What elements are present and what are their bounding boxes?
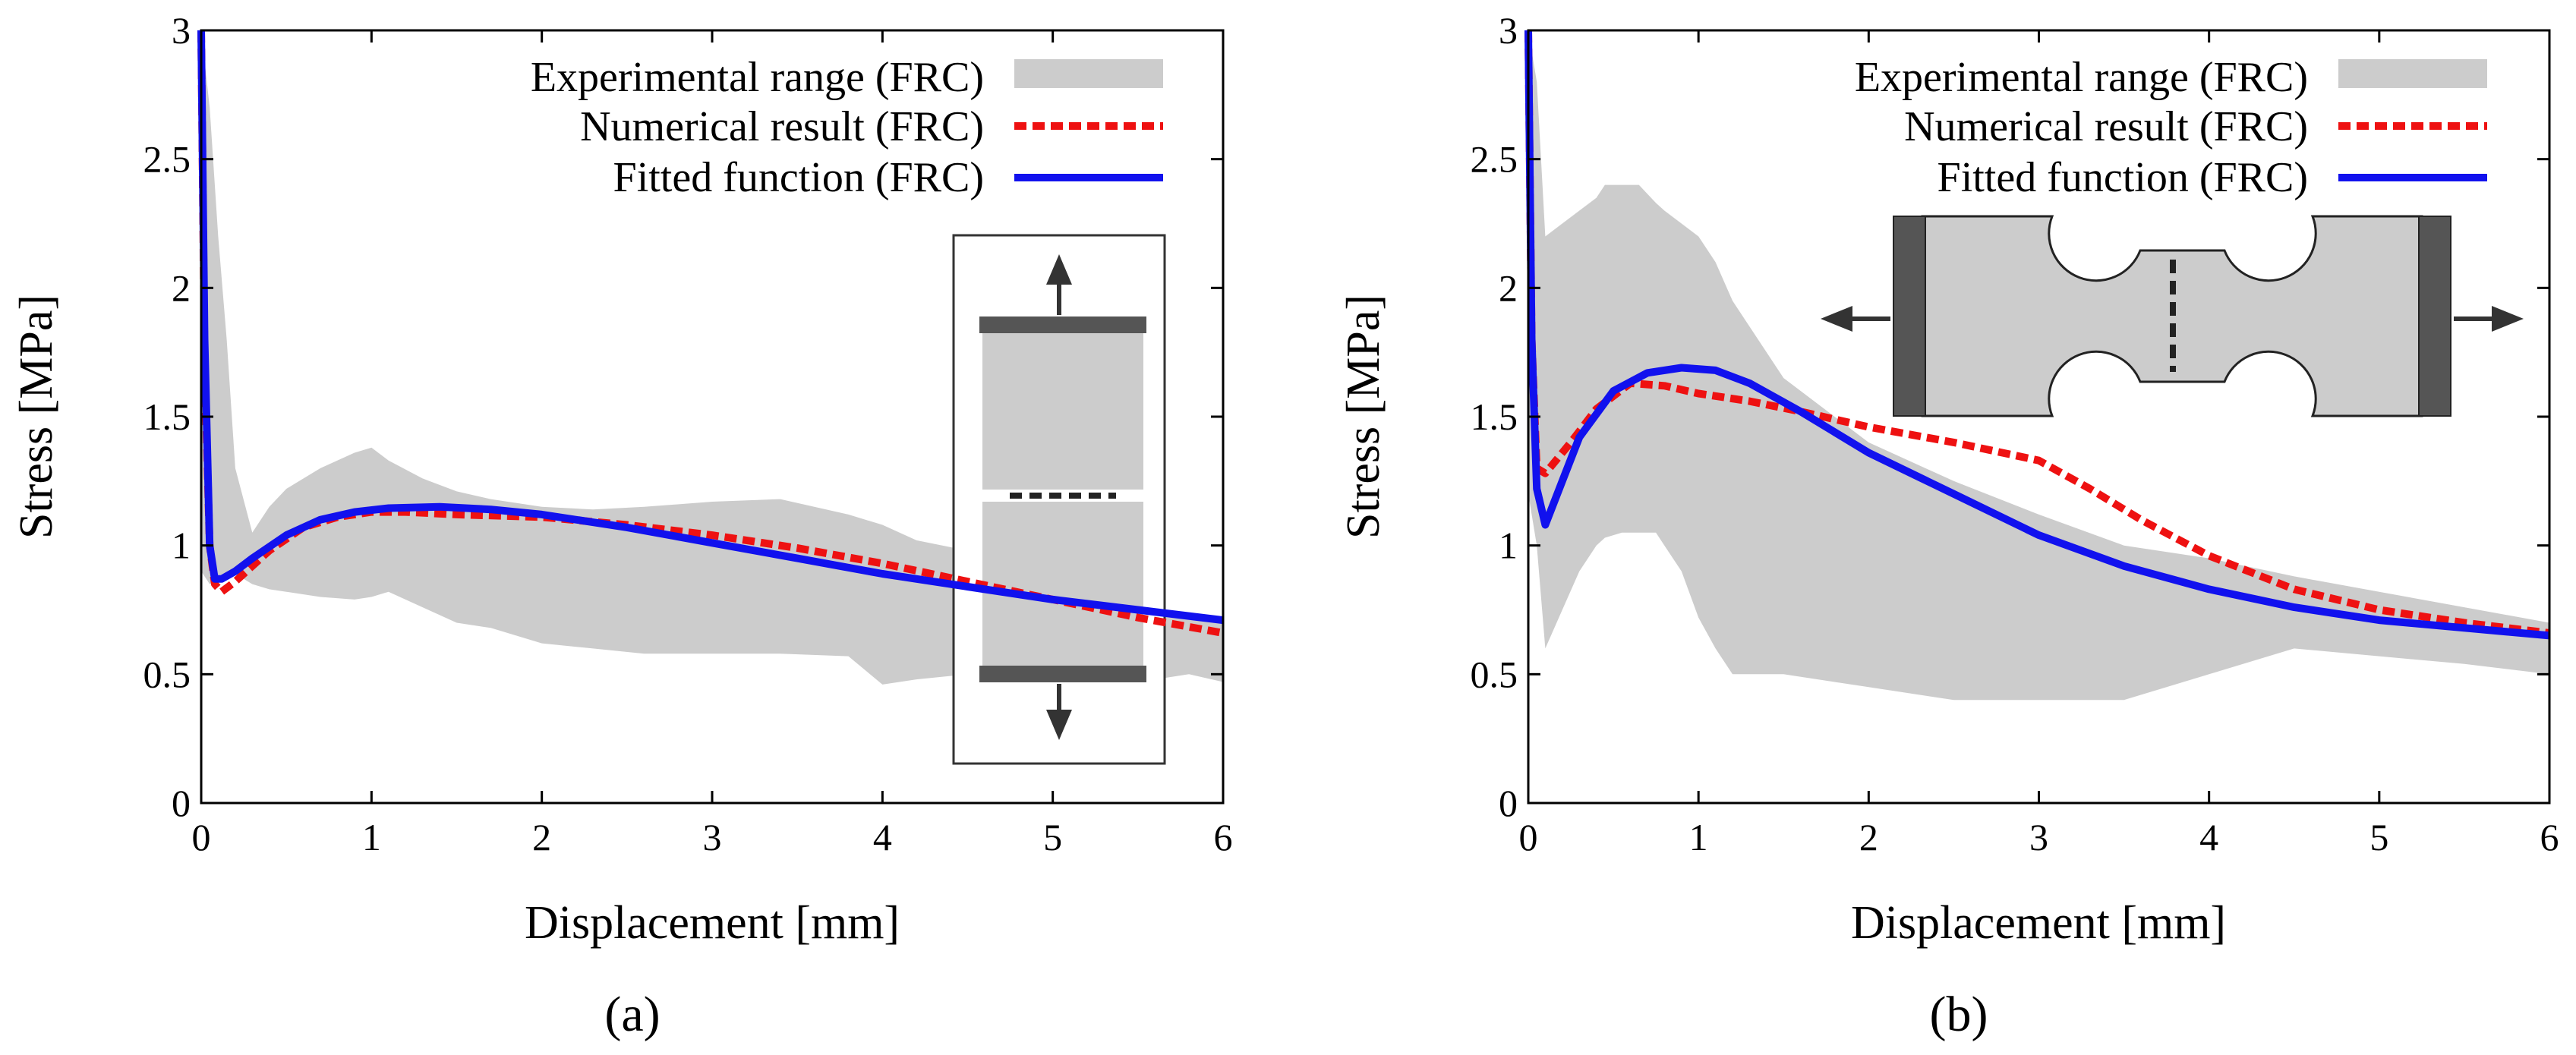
line-layer (197, 30, 1224, 637)
y-tick-label: 0 (172, 782, 191, 824)
specimen-left-grip (1893, 216, 1926, 417)
x-tick-label: 5 (2369, 816, 2388, 858)
y-tick-label: 1.5 (1471, 395, 1518, 438)
y-axis-label: Stress [MPa] (11, 294, 62, 539)
series-line-fitted (1524, 30, 2550, 640)
legend-label-experimental: Experimental range (FRC) (531, 54, 984, 101)
legend-swatch-experimental (1014, 59, 1163, 88)
x-tick-label: 0 (192, 816, 211, 858)
x-axis-label: Displacement [mm] (525, 897, 900, 949)
tick-layer: 0 1 2 3 4 5 6 0 0.5 1 1.5 2 2.5 3 (1471, 9, 2559, 858)
specimen-top-block (982, 333, 1143, 490)
chart-panel-b: 0 1 2 3 4 5 6 0 0.5 1 1.5 2 2.5 3 Displacement [mm] S… (1338, 9, 2559, 1042)
line-layer (1524, 30, 2550, 640)
series-line-numerical (1524, 30, 2550, 637)
x-tick-label: 6 (2540, 816, 2559, 858)
series-line-fitted (197, 30, 1224, 625)
chart-panel-a: 0 1 2 3 4 5 6 0 0.5 1 1.5 2 2.5 3 Displacement [mm] S… (11, 9, 1233, 1042)
specimen-top-plate (979, 316, 1146, 333)
specimen-inset-b (1821, 215, 2524, 417)
x-tick-label: 2 (532, 816, 551, 858)
legend-swatch-experimental (2338, 59, 2487, 88)
series-band-experimental (1528, 30, 2549, 701)
legend-label-numerical: Numerical result (FRC) (1904, 103, 2308, 150)
legend: Experimental range (FRC) Numerical resul… (1855, 54, 2487, 201)
x-tick-label: 3 (703, 816, 722, 858)
y-tick-label: 0.5 (143, 653, 191, 695)
band-layer (1528, 30, 2549, 701)
y-tick-label: 0 (1499, 782, 1518, 824)
legend: Experimental range (FRC) Numerical resul… (531, 54, 1163, 201)
band-layer (201, 30, 1223, 685)
y-tick-label: 3 (172, 9, 191, 52)
y-tick-label: 3 (1499, 9, 1518, 52)
y-tick-label: 2 (1499, 266, 1518, 309)
y-axis-label: Stress [MPa] (1338, 294, 1389, 539)
x-tick-label: 1 (1689, 816, 1708, 858)
y-tick-label: 2.5 (1471, 138, 1518, 181)
x-tick-label: 4 (873, 816, 892, 858)
arrow-down-icon (1046, 710, 1072, 740)
arrow-right-icon (2492, 306, 2524, 332)
specimen-bottom-plate (979, 666, 1146, 682)
x-tick-label: 5 (1043, 816, 1062, 858)
legend-label-experimental: Experimental range (FRC) (1855, 54, 2308, 101)
x-tick-label: 4 (2199, 816, 2218, 858)
y-tick-label: 1 (172, 524, 191, 567)
specimen-right-grip (2418, 216, 2451, 417)
arrow-left-icon (1821, 306, 1852, 332)
x-tick-label: 2 (1859, 816, 1878, 858)
y-tick-label: 2 (172, 266, 191, 309)
y-tick-label: 1 (1499, 524, 1518, 567)
y-tick-label: 2.5 (143, 138, 191, 181)
x-axis-label: Displacement [mm] (1851, 897, 2226, 949)
series-band-experimental (201, 30, 1223, 685)
arrow-up-icon (1046, 254, 1072, 285)
legend-label-fitted: Fitted function (FRC) (613, 154, 984, 201)
y-tick-label: 1.5 (143, 395, 191, 438)
subplot-label-b: (b) (1930, 987, 1988, 1042)
tick-layer: 0 1 2 3 4 5 6 0 0.5 1 1.5 2 2.5 3 (143, 9, 1233, 858)
x-tick-label: 6 (1214, 816, 1233, 858)
y-tick-label: 0.5 (1471, 653, 1518, 695)
legend-label-numerical: Numerical result (FRC) (580, 103, 984, 150)
specimen-inset-a (952, 234, 1166, 765)
dogbone-specimen (1921, 215, 2423, 417)
x-tick-label: 0 (1519, 816, 1538, 858)
subplot-label-a: (a) (604, 987, 660, 1042)
legend-label-fitted: Fitted function (FRC) (1938, 154, 2308, 201)
specimen-bottom-block (982, 502, 1143, 666)
x-tick-label: 3 (2029, 816, 2048, 858)
series-line-numerical (197, 30, 1224, 637)
x-tick-label: 1 (362, 816, 381, 858)
